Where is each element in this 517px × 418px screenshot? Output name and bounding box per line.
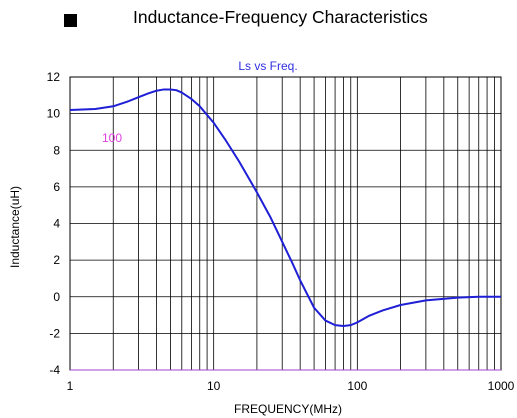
- x-tick-label: 1000: [488, 379, 515, 393]
- y-tick-labels: 12 10 8 6 4 2 0 -2 -4: [47, 70, 61, 377]
- y-tick-label: 6: [53, 180, 60, 194]
- y-tick-label: 12: [47, 70, 61, 84]
- chart-title: Ls vs Freq.: [238, 59, 297, 73]
- x-axis-label: FREQUENCY(MHz): [234, 402, 342, 416]
- series-line-ls: [69, 88, 501, 328]
- x-tick-label: 10: [207, 379, 221, 393]
- y-tick-label: 0: [53, 290, 60, 304]
- square-bullet-icon: [64, 14, 77, 27]
- y-tick-label: 10: [47, 107, 61, 121]
- page-title: Inductance-Frequency Characteristics: [133, 7, 428, 27]
- y-tick-label: 4: [53, 217, 60, 231]
- chart-grid: [69, 76, 502, 371]
- y-tick-label: -2: [49, 326, 60, 340]
- y-tick-label: 2: [53, 253, 60, 267]
- x-tick-label: 1: [67, 379, 74, 393]
- y-axis-label: Inductance(uH): [8, 186, 22, 268]
- x-tick-labels: 1 10 100 1000: [67, 379, 515, 393]
- page-heading: Inductance-Frequency Characteristics: [0, 0, 517, 40]
- x-tick-label: 100: [347, 379, 367, 393]
- y-tick-label: 8: [53, 143, 60, 157]
- y-tick-label: -4: [49, 363, 60, 377]
- annotation-label: 100: [102, 131, 122, 145]
